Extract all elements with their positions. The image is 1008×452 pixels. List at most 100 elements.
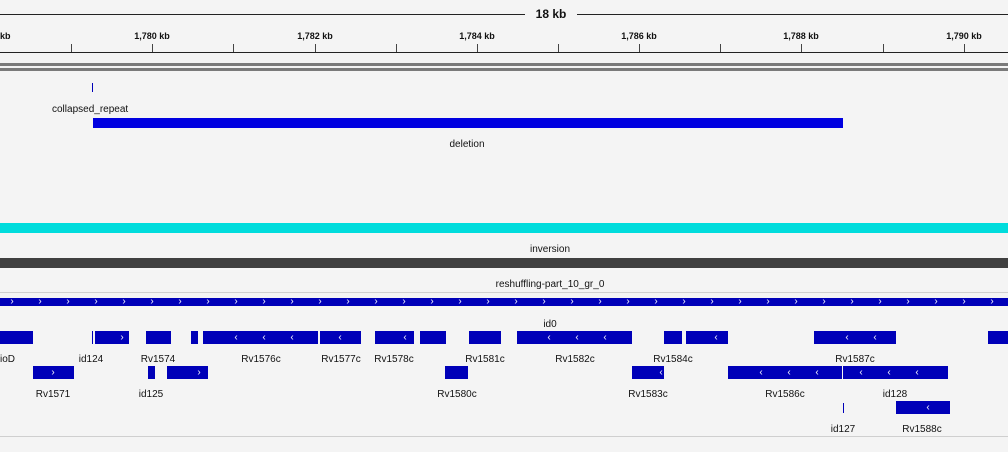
gene-label: Rv1586c [765, 389, 805, 400]
strand-chevron: › [710, 296, 714, 307]
gene-label: Rv1577c [321, 354, 361, 365]
gene-id124[interactable]: › [95, 331, 129, 344]
strand-chevron: › [402, 296, 406, 307]
gene-Rv1584c-b[interactable]: ‹ [686, 331, 728, 344]
gene-id127-marker[interactable] [843, 403, 844, 413]
ruler-left-edge-label: kb [0, 31, 11, 41]
strand-chevron: › [822, 296, 826, 307]
gene-id124-marker[interactable] [92, 331, 93, 344]
tick [152, 44, 153, 52]
tick-label-1786: 1,786 kb [621, 31, 657, 41]
gene-ioD[interactable] [0, 331, 33, 344]
strand-chevron: › [346, 296, 350, 307]
gene-Rv1576c[interactable]: ‹ ‹ ‹ [203, 331, 318, 344]
tick-label-1782: 1,782 kb [297, 31, 333, 41]
tick [964, 44, 965, 52]
strand-chevron: › [654, 296, 658, 307]
tick [315, 44, 316, 52]
strand-chevron: › [570, 296, 574, 307]
strand-chevron: › [150, 296, 154, 307]
strand-chevron: › [206, 296, 210, 307]
collapsed-repeat-marker[interactable] [92, 83, 93, 92]
gene-label: id125 [138, 389, 164, 400]
gene-Rv1587c[interactable]: ‹ ‹ [814, 331, 896, 344]
gene-Rv1580c[interactable] [445, 366, 468, 379]
gene-Rv1577c[interactable]: ‹ [320, 331, 361, 344]
collapsed-repeat-label: collapsed_repeat [52, 104, 129, 115]
tick [477, 44, 478, 52]
gene-Rv1586c[interactable]: ‹ ‹ ‹ [728, 366, 842, 379]
tick [233, 44, 234, 52]
gene-label: Rv1574 [140, 354, 176, 365]
track-divider [0, 436, 1008, 437]
deletion-feature[interactable] [93, 118, 843, 128]
strand-chevron: › [542, 296, 546, 307]
gene-label: Rv1582c [555, 354, 595, 365]
gene-Rv1583c[interactable]: ‹ [632, 366, 664, 379]
gene-label: Rv1584c [653, 354, 693, 365]
gene-Rv1571[interactable]: › [33, 366, 74, 379]
strand-chevron: › [962, 296, 966, 307]
gene-small[interactable] [191, 331, 198, 344]
gene-Rv1578c[interactable]: ‹ [375, 331, 414, 344]
strand-chevron: › [234, 296, 238, 307]
strand-chevron: › [10, 296, 14, 307]
strand-chevron: › [766, 296, 770, 307]
strand-chevron: › [290, 296, 294, 307]
gene-label-id0: id0 [543, 319, 557, 330]
ruler: 18 kb kb 1,780 kb 1,782 kb 1,784 kb 1,78… [0, 0, 1008, 60]
tick-label-1784: 1,784 kb [459, 31, 495, 41]
gene-label: Rv1578c [374, 354, 414, 365]
strand-chevron: › [318, 296, 322, 307]
deletion-label: deletion [449, 139, 485, 150]
panel-divider[interactable] [0, 63, 1008, 66]
strand-chevron: › [934, 296, 938, 307]
tick-label-1788: 1,788 kb [783, 31, 819, 41]
strand-chevron: › [850, 296, 854, 307]
strand-chevron: › [178, 296, 182, 307]
strand-chevron: › [626, 296, 630, 307]
gene-id125[interactable] [148, 366, 155, 379]
gene-label: Rv1588c [902, 424, 942, 435]
strand-chevron: › [682, 296, 686, 307]
tick [883, 44, 884, 52]
strand-chevron: › [430, 296, 434, 307]
gene-right-edge[interactable] [988, 331, 1008, 344]
gene-label: Rv1587c [835, 354, 875, 365]
strand-chevron: › [990, 296, 994, 307]
gene-Rv1584c-a[interactable] [664, 331, 682, 344]
gene-unlabeled[interactable] [420, 331, 446, 344]
gene-id128[interactable]: ‹ ‹ ‹ [843, 366, 948, 379]
reshuffling-feature[interactable] [0, 258, 1008, 268]
gene-id125b[interactable]: › [167, 366, 208, 379]
gene-Rv1582c[interactable]: ‹ ‹ ‹ [517, 331, 632, 344]
strand-chevron: › [66, 296, 70, 307]
gene-Rv1581c[interactable] [469, 331, 501, 344]
strand-chevron: › [458, 296, 462, 307]
strand-bar[interactable] [0, 298, 1008, 306]
tick-label-1780: 1,780 kb [134, 31, 170, 41]
gene-track: › › › › › › › › › › › › › › › › › › › › › › › › › › › › › › › › › › › › › ‹… [0, 293, 1008, 439]
strand-chevron: › [738, 296, 742, 307]
reshuffling-label: reshuffling-part_10_gr_0 [495, 279, 605, 290]
strand-chevron: › [38, 296, 42, 307]
span-line-left [0, 14, 525, 15]
gene-Rv1574[interactable] [146, 331, 171, 344]
panel-divider[interactable] [0, 68, 1008, 71]
strand-chevron: › [514, 296, 518, 307]
strand-chevron: › [486, 296, 490, 307]
gene-label: Rv1576c [241, 354, 281, 365]
tick [801, 44, 802, 52]
strand-chevron: › [794, 296, 798, 307]
ruler-baseline [0, 52, 1008, 53]
gene-Rv1588c[interactable]: ‹ [896, 401, 950, 414]
strand-chevron: › [878, 296, 882, 307]
gene-label: id128 [882, 389, 908, 400]
strand-chevron: › [374, 296, 378, 307]
gene-label: Rv1580c [437, 389, 477, 400]
strand-chevron: › [94, 296, 98, 307]
tick [639, 44, 640, 52]
inversion-feature[interactable] [0, 223, 1008, 233]
tick [71, 44, 72, 52]
span-label: 18 kb [535, 7, 567, 21]
